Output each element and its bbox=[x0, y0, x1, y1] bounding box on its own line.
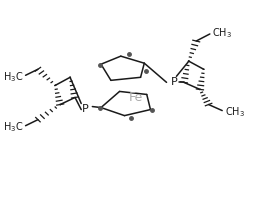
Text: P: P bbox=[171, 77, 177, 87]
Text: $\mathregular{CH_3}$: $\mathregular{CH_3}$ bbox=[212, 26, 232, 40]
Text: $\mathregular{H_3C}$: $\mathregular{H_3C}$ bbox=[3, 70, 23, 83]
Text: Fe: Fe bbox=[128, 90, 143, 103]
Text: $\mathregular{H_3C}$: $\mathregular{H_3C}$ bbox=[3, 120, 23, 134]
Text: $\mathregular{CH_3}$: $\mathregular{CH_3}$ bbox=[225, 105, 245, 119]
Text: P: P bbox=[82, 103, 88, 113]
